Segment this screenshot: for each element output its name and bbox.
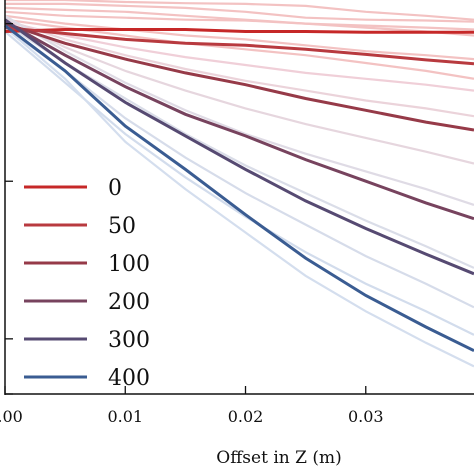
background-line-1 [5, 0, 474, 21]
legend-label-0: 0 [108, 176, 122, 201]
background-line-6 [4, 20, 474, 92]
background-lines [4, 0, 474, 368]
background-line-3 [4, 10, 474, 31]
background-line-0 [5, 2, 474, 23]
series-line-100 [4, 22, 474, 132]
legend-label-400: 400 [108, 366, 150, 391]
x-tick-label: 0.00 [0, 407, 23, 426]
x-tick-label: 0.02 [228, 407, 264, 426]
background-line-11 [4, 26, 474, 309]
background-line-7 [4, 18, 474, 118]
legend-label-200: 200 [108, 290, 150, 315]
background-line-13 [4, 26, 474, 368]
series-line-300 [4, 18, 474, 276]
background-line-4 [4, 14, 474, 61]
axes: 0.00 0.01 0.02 0.03 [0, 0, 474, 426]
series-line-50 [4, 26, 474, 66]
x-tick-label: 0.01 [107, 407, 143, 426]
background-line-8 [4, 16, 474, 165]
series-line-0 [4, 28, 474, 34]
background-line-9 [4, 14, 474, 206]
series-line-200 [4, 20, 474, 221]
x-tick-label: 0.03 [348, 407, 384, 426]
x-axis-label: Offset in Z (m) [216, 448, 341, 468]
legend-label-50: 50 [108, 214, 136, 239]
legend: 0 50 100 200 300 400 [24, 176, 150, 391]
series-line-400 [4, 24, 474, 353]
legend-label-100: 100 [108, 252, 150, 277]
legend-label-300: 300 [108, 328, 150, 353]
series-lines [4, 18, 474, 353]
